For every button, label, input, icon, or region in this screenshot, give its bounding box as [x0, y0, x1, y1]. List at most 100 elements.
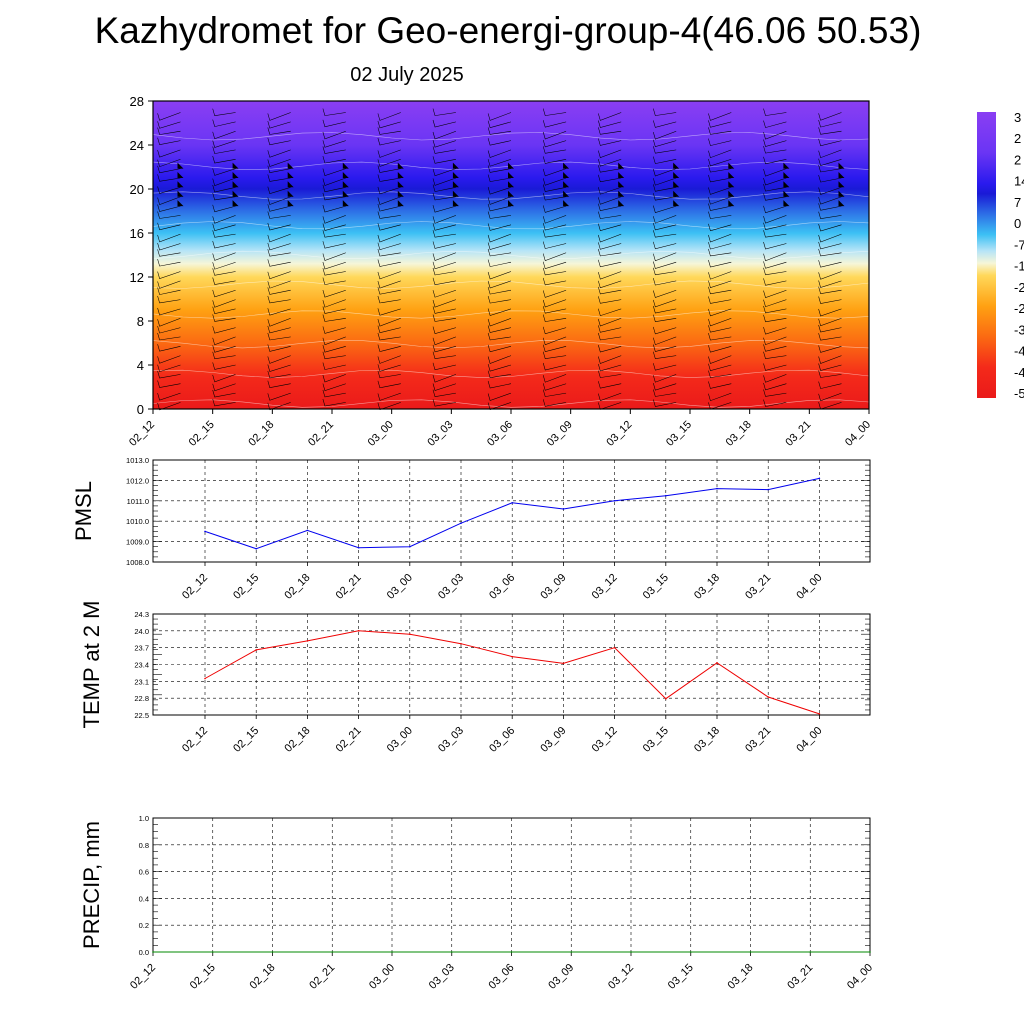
data-point: [460, 522, 462, 525]
data-point: [306, 529, 309, 532]
wind-barb: [322, 177, 346, 186]
wind-barb: [212, 252, 236, 261]
wind-barb: [763, 305, 787, 314]
wind-barb: [653, 305, 677, 314]
y-tick-label: 0.8: [139, 841, 149, 850]
data-point: [809, 951, 812, 953]
wind-barb: [708, 248, 732, 257]
x-tick-label: 02_15: [188, 962, 218, 992]
wind-barb: [818, 345, 842, 353]
wind-barb: [653, 289, 677, 298]
wind-barb: [157, 307, 181, 316]
wind-barb: [598, 318, 622, 327]
colorbar-label: -2: [1014, 301, 1024, 316]
wind-barb: [818, 392, 842, 402]
x-tick-label: 02_21: [307, 962, 337, 992]
contour-line: [152, 280, 870, 289]
wind-barb: [818, 241, 842, 250]
y-tick-label: 23.1: [134, 677, 149, 686]
wind-barb: [432, 205, 456, 213]
wind-barb: [818, 286, 842, 295]
data-point: [331, 951, 334, 953]
wind-barb: [653, 205, 677, 213]
wind-barb: [708, 345, 732, 353]
y-tick-label: 1011.0: [127, 497, 149, 506]
wind-barb: [267, 308, 291, 316]
wind-barb: [212, 177, 236, 186]
wind-barb: [542, 336, 567, 346]
wind-barb: [267, 137, 291, 146]
y-tick-label: 23.4: [134, 661, 149, 670]
wind-barb: [542, 108, 567, 116]
wind-barb: [542, 351, 567, 360]
wind-barb-pennant: [397, 190, 404, 197]
data-point: [689, 951, 692, 953]
wind-barb: [157, 364, 181, 373]
wind-barb: [653, 267, 677, 276]
wind-barb: [818, 355, 842, 364]
wind-barb: [267, 318, 291, 327]
wind-barb: [763, 222, 787, 231]
wind-barb: [377, 242, 401, 251]
wind-barb: [212, 351, 236, 360]
wind-barb: [212, 108, 236, 117]
wind-barb-pennant: [673, 200, 680, 207]
data-point: [255, 649, 257, 651]
y-axis-title: PMSL: [71, 481, 96, 541]
colorbar-label: -5: [1014, 386, 1024, 401]
wind-barb: [487, 280, 512, 289]
wind-barb: [818, 260, 842, 268]
wind-barb: [653, 184, 677, 192]
wind-barb: [542, 130, 567, 140]
wind-barb: [542, 120, 567, 128]
data-point: [630, 951, 632, 953]
wind-barb: [432, 241, 456, 249]
wind-barb: [212, 230, 236, 238]
wind-barb: [708, 280, 732, 288]
wind-barb: [763, 267, 787, 276]
wind-barb: [212, 383, 236, 392]
contour-line: [152, 191, 870, 200]
wind-barb: [653, 336, 677, 346]
wind-barb: [377, 380, 401, 389]
wind-barb: [322, 398, 346, 407]
data-point: [613, 500, 616, 502]
wind-barb: [157, 402, 181, 411]
wind-barb: [322, 156, 346, 164]
wind-barb-pennant: [232, 181, 239, 188]
wind-barb: [653, 252, 677, 262]
wind-barb-pennant: [563, 181, 570, 188]
wind-barb: [432, 119, 456, 128]
wind-barb: [432, 168, 456, 177]
wind-barb: [598, 149, 622, 158]
wind-barb: [212, 168, 236, 176]
y-tick-label: 1012.0: [126, 476, 149, 485]
wind-barb: [818, 370, 842, 378]
y-tick-label: 1.0: [139, 814, 149, 823]
wind-barb-pennant: [563, 162, 570, 169]
wind-barb-pennant: [838, 200, 845, 207]
heatmap-y-tick-label: 28: [130, 94, 144, 109]
colorbar-label: -7: [1014, 237, 1024, 252]
wind-barb: [542, 314, 567, 322]
wind-barb: [377, 364, 401, 372]
wind-barb: [432, 336, 456, 346]
wind-barb: [708, 158, 732, 167]
wind-barb: [763, 363, 787, 371]
x-tick-label: 02_21: [334, 725, 364, 755]
wind-barb-pennant: [342, 200, 349, 207]
wind-barb: [653, 363, 677, 371]
wind-barb: [487, 392, 512, 401]
heatmap-y-tick-label: 0: [137, 402, 144, 417]
data-point: [511, 502, 513, 504]
wind-barb-pennant: [397, 181, 404, 188]
wind-barb: [267, 295, 291, 304]
wind-barb: [653, 120, 677, 128]
wind-barb: [157, 392, 181, 401]
wind-barb: [432, 277, 456, 286]
x-tick-label: 02_12: [180, 725, 210, 755]
wind-barb-pennant: [508, 181, 514, 188]
wind-barb: [157, 222, 181, 231]
wind-barb: [708, 271, 732, 280]
wind-barb: [322, 168, 346, 176]
